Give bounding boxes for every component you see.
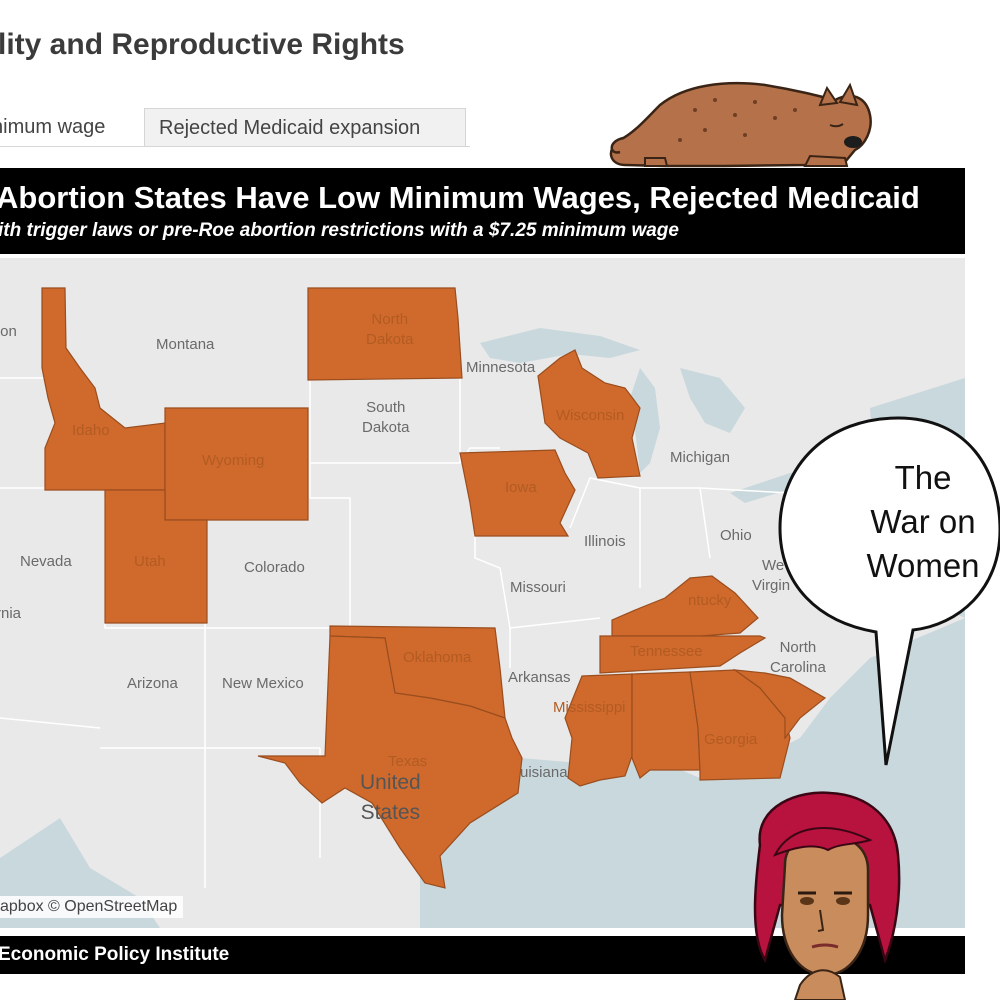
label-south-dakota-line1: South — [366, 399, 406, 416]
lake-superior — [480, 328, 640, 363]
label-west-virginia-line1: We — [762, 557, 785, 574]
chart-title-banner — [0, 168, 965, 254]
label-wyoming: Wyoming — [202, 452, 265, 469]
speech-bubble — [778, 416, 1000, 766]
lake-huron — [680, 368, 745, 433]
state-texas — [257, 635, 523, 889]
speech-bubble-text: The War on Women — [838, 456, 1000, 588]
label-north-carolina-line1: North — [779, 639, 817, 656]
country-label-line2: States — [360, 801, 421, 824]
label-utah: Utah — [134, 553, 166, 570]
label-colorado: Colorado — [244, 559, 305, 576]
label-arizona: Arizona — [127, 675, 178, 692]
label-mississippi: Mississippi — [553, 699, 626, 716]
label-illinois: Illinois — [584, 533, 626, 550]
label-north-dakota-line1: North — [371, 311, 409, 328]
label-missouri: Missouri — [510, 579, 566, 596]
speech-line-3: Women — [866, 547, 980, 584]
tab-bar: nimum wage Rejected Medicaid expansion — [0, 108, 470, 147]
state-south-carolina — [732, 669, 827, 740]
label-south-dakota-line2: Dakota — [362, 419, 410, 436]
lake-michigan — [630, 368, 660, 473]
state-utah — [104, 489, 208, 624]
label-south-dakota: South Dakota — [362, 398, 410, 438]
speech-line-1: The — [894, 459, 952, 496]
label-north-dakota-line2: Dakota — [366, 331, 414, 348]
country-label-line1: United — [360, 771, 421, 794]
label-idaho: Idaho — [72, 422, 110, 439]
state-alabama — [631, 671, 701, 779]
label-georgia: Georgia — [704, 731, 758, 748]
speech-line-2: War on — [870, 503, 976, 540]
sleeping-hyena-illustration — [609, 81, 872, 168]
country-label: United States — [360, 768, 421, 828]
label-new-mexico: New Mexico — [222, 675, 304, 692]
label-north-carolina-line2: Carolina — [770, 659, 826, 676]
tab-rejected-medicaid-expansion[interactable]: Rejected Medicaid expansion — [144, 108, 466, 146]
state-north-dakota — [307, 287, 463, 381]
label-arkansas: Arkansas — [508, 669, 571, 686]
chart-subtitle: ith trigger laws or pre-Roe abortion res… — [0, 220, 679, 241]
state-mississippi — [564, 673, 633, 787]
page-title: lity and Reproductive Rights — [0, 28, 405, 61]
label-oklahoma: Oklahoma — [403, 649, 472, 666]
label-tennessee: Tennessee — [630, 643, 703, 660]
label-north-dakota: North Dakota — [366, 310, 414, 350]
state-idaho — [41, 287, 166, 491]
tab-divider — [465, 108, 466, 146]
map-attribution[interactable]: apbox © OpenStreetMap — [0, 896, 184, 918]
label-kentucky: ntucky — [688, 592, 732, 609]
highlighted-states — [41, 287, 827, 889]
tab-minimum-wage[interactable]: nimum wage — [0, 108, 140, 146]
state-kentucky — [611, 575, 759, 637]
state-wisconsin — [537, 349, 641, 479]
source-label: Economic Policy Institute — [0, 944, 230, 965]
label-north-carolina: North Carolina — [770, 638, 826, 678]
woman-character-illustration — [753, 791, 901, 1000]
label-louisiana: uisiana — [520, 764, 568, 781]
label-washington: ton — [0, 323, 17, 340]
label-texas: Texas — [388, 753, 428, 770]
label-michigan: Michigan — [670, 449, 731, 466]
label-montana: Montana — [156, 336, 215, 353]
state-wyoming — [164, 407, 309, 521]
label-wisconsin: Wisconsin — [556, 407, 625, 424]
label-california: rnia — [0, 605, 22, 622]
chart-title: Abortion States Have Low Minimum Wages, … — [0, 180, 920, 215]
label-west-virginia-line2: Virgin — [752, 577, 791, 594]
label-nevada: Nevada — [20, 553, 72, 570]
label-iowa: Iowa — [505, 479, 537, 496]
label-west-virginia: We Virgin — [752, 556, 790, 596]
state-iowa — [459, 449, 576, 537]
label-minnesota: Minnesota — [466, 359, 536, 376]
label-ohio: Ohio — [720, 527, 752, 544]
state-tennessee — [599, 635, 767, 674]
